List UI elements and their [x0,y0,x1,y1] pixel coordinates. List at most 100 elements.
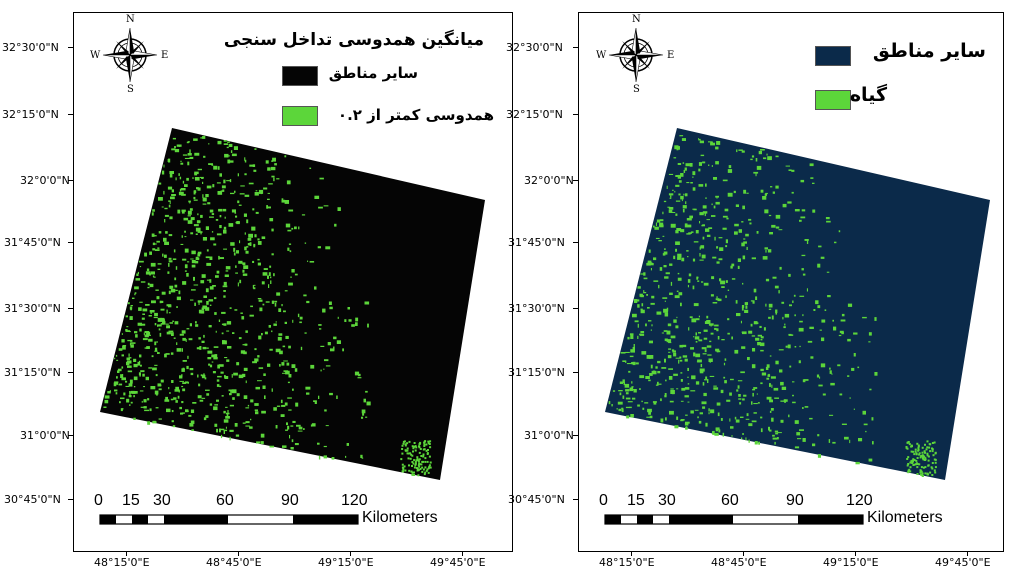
vegetation-pixel [690,410,694,414]
vegetation-pixel [164,254,167,258]
vegetation-pixel [844,436,849,440]
vegetation-pixel [701,224,703,227]
vegetation-pixel [154,312,158,317]
vegetation-pixel [797,438,802,440]
vegetation-pixel [250,418,252,421]
vegetation-pixel [197,374,199,378]
vegetation-pixel [698,332,701,334]
vegetation-pixel [743,394,747,397]
vegetation-pixel [722,215,728,218]
vegetation-pixel [618,408,622,412]
vegetation-pixel [130,344,134,348]
lat-label: 31°30'0"N [508,302,565,315]
vegetation-pixel [626,415,630,419]
vegetation-pixel [177,209,181,214]
vegetation-pixel [809,417,813,420]
vegetation-pixel [781,301,785,304]
vegetation-pixel [637,286,641,289]
lat-label: 30°45'0"N [508,493,565,506]
vegetation-pixel [242,262,246,266]
vegetation-pixel [154,364,158,366]
vegetation-pixel [641,351,647,355]
vegetation-pixel [196,257,200,260]
vegetation-pixel [934,471,937,474]
vegetation-pixel [233,372,238,376]
vegetation-pixel [685,193,688,197]
vegetation-pixel [406,447,409,450]
vegetation-pixel [647,307,650,309]
vegetation-pixel [630,335,634,339]
vegetation-pixel [617,401,623,405]
scale-bar-graphic [604,514,864,525]
vegetation-pixel [198,383,201,387]
vegetation-pixel [668,173,674,175]
vegetation-pixel [916,442,919,445]
vegetation-pixel [174,146,176,149]
vegetation-pixel [869,388,872,391]
vegetation-pixel [238,337,242,340]
vegetation-pixel [632,397,636,400]
vegetation-pixel [121,366,124,369]
vegetation-pixel [713,385,717,387]
vegetation-pixel [245,421,250,424]
vegetation-pixel [631,362,634,365]
vegetation-pixel [144,347,147,349]
vegetation-pixel [699,141,703,143]
vegetation-pixel [749,222,752,225]
vegetation-pixel [421,470,424,473]
vegetation-pixel [168,200,171,202]
vegetation-pixel [149,283,154,288]
vegetation-pixel [205,307,210,311]
vegetation-pixel [135,334,138,338]
vegetation-pixel [197,251,202,255]
vegetation-pixel [281,304,283,307]
vegetation-pixel [913,453,916,456]
vegetation-pixel [243,213,247,217]
vegetation-pixel [309,167,312,169]
vegetation-pixel [411,473,414,476]
vegetation-pixel [174,321,179,325]
vegetation-pixel [161,206,164,208]
vegetation-pixel [801,268,804,271]
vegetation-pixel [784,323,786,326]
vegetation-pixel [851,367,855,371]
vegetation-pixel [692,187,696,191]
vegetation-pixel [769,355,772,357]
vegetation-pixel [333,346,335,351]
vegetation-pixel [670,390,675,394]
vegetation-pixel [202,135,206,139]
vegetation-pixel [254,192,259,196]
vegetation-pixel [775,185,779,189]
vegetation-pixel [809,326,814,329]
vegetation-pixel [226,359,230,362]
vegetation-pixel [425,449,428,452]
vegetation-pixel [911,462,914,464]
vegetation-pixel [678,180,682,183]
vegetation-pixel [166,408,171,413]
vegetation-pixel [414,445,417,448]
vegetation-pixel [690,390,696,392]
vegetation-pixel [630,414,634,418]
vegetation-pixel [144,334,149,338]
vegetation-pixel [741,305,745,308]
vegetation-pixel [781,386,787,390]
vegetation-pixel [206,279,210,281]
vegetation-pixel [168,312,171,314]
vegetation-pixel [916,466,919,469]
vegetation-pixel [915,453,918,456]
map-tile-background [100,128,485,480]
vegetation-pixel [914,448,917,451]
vegetation-pixel [273,273,275,277]
vegetation-pixel [626,363,632,365]
vegetation-pixel [317,246,321,249]
vegetation-pixel [291,364,296,368]
vegetation-pixel [913,463,916,466]
vegetation-pixel [141,317,145,320]
vegetation-pixel [223,281,227,286]
vegetation-layer [608,135,937,477]
vegetation-pixel [669,292,673,295]
vegetation-pixel [659,219,664,222]
vegetation-pixel [649,373,653,376]
vegetation-pixel [766,396,772,400]
